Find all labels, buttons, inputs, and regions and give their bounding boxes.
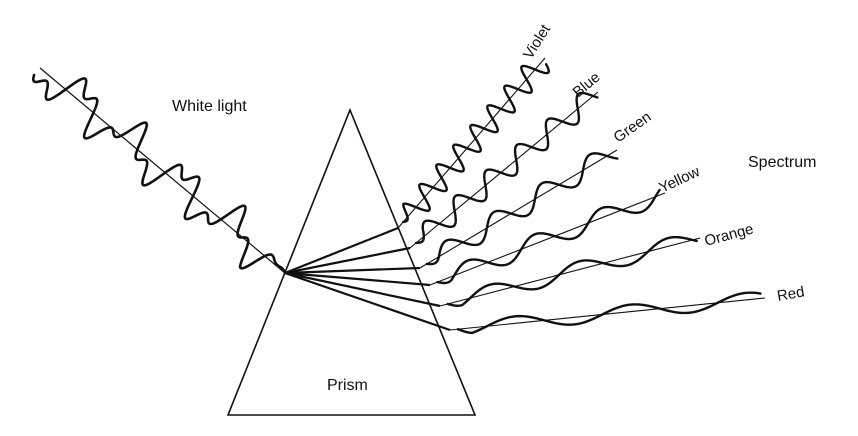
band-label-yellow: Yellow [657,163,703,197]
wave-violet [402,63,550,224]
prism-triangle [226,107,477,416]
spectrum-waves-group [402,63,762,335]
exit-axis-yellow [429,192,666,286]
spectrum-label: Spectrum [748,154,816,171]
wave-green [425,152,619,266]
white-light-label: White light [172,98,247,115]
inner-ray-orange [284,271,441,308]
wave-blue [414,91,599,245]
exit-axis-lines-group [397,57,766,331]
band-label-red: Red [776,283,806,305]
wave-red [456,291,762,335]
exit-axis-blue [409,91,599,249]
refracted-rays-group [284,226,451,332]
prism-label: Prism [327,377,368,394]
wave-orange [446,235,698,307]
white-light-wave [31,73,287,275]
band-label-violet: Violet [520,21,555,62]
white-light-axis [39,67,286,274]
exit-axis-orange [439,237,701,307]
inner-ray-violet [284,226,399,275]
inner-ray-green [284,266,421,275]
band-label-blue: Blue [570,69,604,101]
exit-axis-violet [397,57,546,229]
wave-yellow [436,188,661,285]
exit-axis-red [449,297,766,331]
inner-ray-blue [284,246,411,275]
inner-ray-red [284,271,451,332]
inner-ray-yellow [284,271,431,287]
band-label-green: Green [611,108,655,146]
band-label-orange: Orange [703,220,756,249]
